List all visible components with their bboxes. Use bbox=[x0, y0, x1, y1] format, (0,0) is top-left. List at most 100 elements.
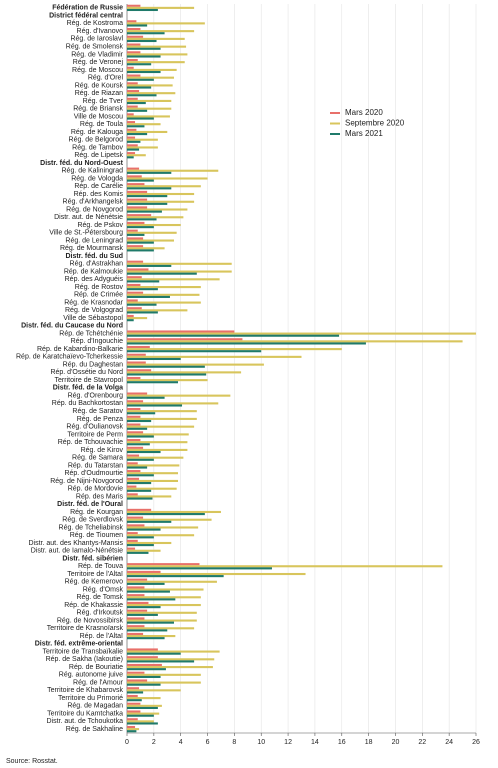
bar bbox=[127, 249, 154, 252]
bar bbox=[127, 27, 141, 31]
bar bbox=[127, 342, 366, 345]
y-tick-label: Rég. de Magadan bbox=[67, 703, 123, 710]
bar bbox=[127, 578, 148, 581]
bar bbox=[127, 8, 158, 12]
bar bbox=[127, 617, 145, 620]
bar bbox=[127, 59, 138, 62]
bar bbox=[127, 272, 197, 275]
bar bbox=[127, 30, 195, 33]
legend-label: Mars 2020 bbox=[345, 108, 383, 117]
bar bbox=[127, 140, 141, 143]
bar bbox=[127, 107, 172, 110]
bar bbox=[127, 218, 157, 221]
bar bbox=[127, 714, 154, 717]
bar bbox=[127, 210, 162, 213]
y-tick-label: Rég. de Tambov bbox=[72, 144, 123, 151]
y-tick-label: Rép. d'Ossétie du Nord bbox=[50, 369, 123, 376]
y-tick-label: Distr. aut. de Iamalo-Nénétsie bbox=[31, 548, 123, 555]
y-tick-label: Rég. d'Ivanovo bbox=[77, 28, 124, 35]
y-tick-label: Distr. féd. sibérien bbox=[62, 555, 123, 562]
bar bbox=[127, 379, 208, 382]
y-tick-label: Rég. autonome juive bbox=[59, 672, 123, 679]
bar bbox=[127, 694, 138, 698]
y-tick-label: Territoire de Krasnoïarsk bbox=[47, 625, 124, 632]
bar bbox=[127, 355, 302, 358]
bar bbox=[127, 371, 242, 374]
bar bbox=[127, 497, 153, 500]
bar bbox=[127, 710, 141, 713]
bar bbox=[127, 280, 160, 283]
bar bbox=[127, 412, 156, 415]
bar bbox=[127, 720, 154, 723]
bar bbox=[127, 668, 166, 671]
bar bbox=[127, 563, 200, 566]
y-tick-label: Distr. féd. de la Volga bbox=[53, 385, 123, 392]
y-tick-label: Rép. de Bouriatie bbox=[69, 664, 123, 671]
y-tick-label: Rég. de Pskov bbox=[77, 222, 123, 229]
bar bbox=[127, 226, 154, 229]
bar bbox=[127, 487, 177, 490]
bar bbox=[127, 392, 148, 395]
bar bbox=[127, 101, 146, 105]
bar bbox=[127, 472, 179, 475]
bar bbox=[127, 206, 148, 209]
bar bbox=[127, 423, 141, 426]
bar bbox=[127, 725, 136, 729]
bar bbox=[127, 152, 136, 155]
y-tick-label: Rég. de Mourmansk bbox=[60, 245, 124, 252]
bar bbox=[127, 187, 172, 190]
y-tick-label: Distr. féd. du Caucase du Nord bbox=[21, 323, 123, 330]
bar bbox=[127, 570, 161, 573]
y-tick-label: Rég. de l'Amour bbox=[73, 679, 124, 686]
bar bbox=[127, 361, 146, 364]
bar bbox=[127, 177, 208, 180]
bar bbox=[127, 718, 138, 721]
bar bbox=[127, 580, 217, 583]
bar bbox=[127, 532, 138, 535]
bar bbox=[127, 365, 205, 368]
bar bbox=[127, 683, 161, 686]
bar bbox=[127, 582, 165, 585]
bar bbox=[127, 479, 179, 483]
bar bbox=[127, 586, 145, 589]
bar bbox=[127, 202, 168, 205]
y-tick-label: Rég. de Veronej bbox=[73, 59, 124, 66]
bar bbox=[127, 671, 145, 674]
y-tick-label: Rép. du Bachkortostan bbox=[52, 400, 123, 407]
bar bbox=[127, 245, 144, 248]
x-tick-label: 24 bbox=[445, 739, 453, 746]
bar bbox=[127, 518, 212, 521]
bar bbox=[127, 76, 174, 79]
bar bbox=[127, 526, 199, 529]
bar bbox=[127, 148, 140, 151]
y-tick-label: Distr. féd. de l'Oural bbox=[57, 501, 123, 508]
bar bbox=[127, 572, 306, 576]
bar bbox=[127, 551, 149, 554]
bar bbox=[127, 650, 220, 653]
bar bbox=[127, 598, 176, 601]
bar bbox=[127, 216, 184, 219]
bar bbox=[127, 454, 140, 457]
bar bbox=[127, 229, 138, 232]
bar bbox=[127, 115, 170, 118]
bar bbox=[127, 728, 140, 731]
bar bbox=[127, 86, 152, 89]
bar bbox=[127, 730, 137, 733]
y-tick-label: Rég. de Briansk bbox=[73, 106, 123, 113]
y-tick-label: Rég. d'Orel bbox=[88, 75, 124, 82]
bar bbox=[127, 611, 197, 614]
x-tick-label: 2 bbox=[152, 739, 156, 746]
y-tick-label: Rég. de Novgorod bbox=[66, 206, 123, 213]
bar bbox=[127, 619, 197, 622]
bar bbox=[127, 130, 168, 134]
y-tick-label: Rég. de Toula bbox=[80, 121, 123, 128]
y-tick-label: Rég. de Leningrad bbox=[65, 237, 123, 244]
bar bbox=[127, 544, 154, 547]
bar bbox=[127, 125, 145, 128]
bar bbox=[127, 330, 235, 333]
bar bbox=[127, 666, 213, 669]
y-tick-label: Rég. d'Orenbourg bbox=[68, 392, 124, 399]
y-tick-label: Rép. du Daghestan bbox=[63, 361, 123, 368]
bar bbox=[127, 278, 220, 281]
x-tick-label: 26 bbox=[472, 739, 480, 746]
